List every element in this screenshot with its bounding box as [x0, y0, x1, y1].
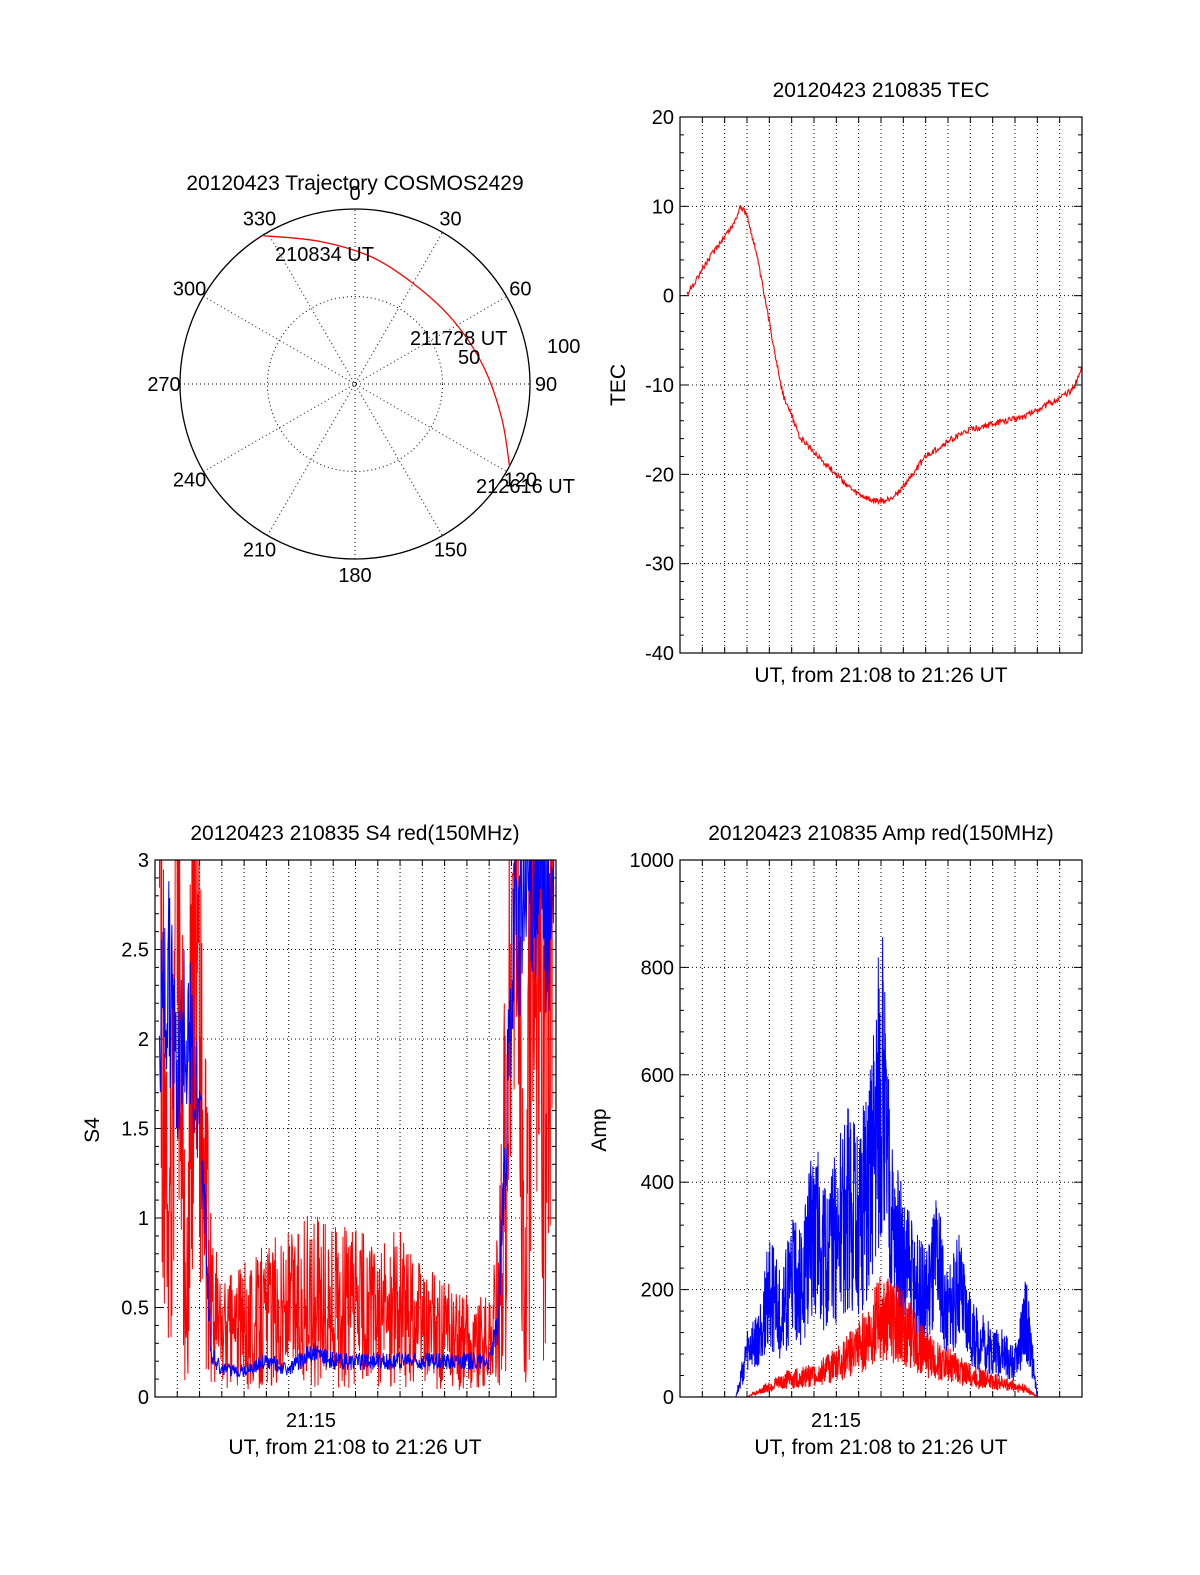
s4-title: 20120423 210835 S4 red(150MHz) [190, 822, 519, 845]
s4-ytick-label-4: 1 [138, 1208, 149, 1230]
s4-series-line-0 [158, 860, 555, 1391]
s4-ytick-label-3: 1.5 [121, 1119, 149, 1141]
polar-azimuth-label-60: 60 [509, 279, 531, 301]
amp-series-line-1 [680, 1277, 1082, 1397]
polar-azimuth-label-240: 240 [173, 470, 206, 492]
polar-radial-label-100: 100 [547, 336, 580, 358]
polar-azimuth-label-210: 210 [243, 539, 276, 561]
s4-series-line-1 [158, 860, 555, 1378]
polar-azimuth-label-180: 180 [338, 565, 371, 587]
polar-radial-label-50: 50 [458, 347, 480, 369]
tec-ytick-label-6: -40 [645, 643, 674, 665]
s4-ytick-label-1: 2.5 [121, 940, 149, 962]
polar-azimuth-label-270: 270 [147, 374, 180, 396]
polar-trajectory-line-0 [262, 234, 511, 467]
s4-ylabel: S4 [81, 1117, 104, 1143]
tec-title: 20120423 210835 TEC [773, 79, 990, 102]
tec-ytick-label-5: -30 [645, 554, 674, 576]
amp-plot: 1000 800 600 400 200 0 [630, 850, 1083, 1409]
tec-ytick-label-4: -20 [645, 464, 674, 486]
polar-series [262, 234, 511, 467]
amp-xlabel: UT, from 21:08 to 21:26 UT [754, 1436, 1007, 1459]
s4-panel: 20120423 210835 S4 red(150MHz) UT, from … [81, 822, 520, 1459]
amp-xtick-label: 21:15 [811, 1410, 861, 1432]
tec-series-line-0 [686, 204, 1082, 506]
polar-title: 20120423 Trajectory COSMOS2429 [186, 172, 523, 195]
tec-axes-frame [679, 116, 1083, 654]
s4-plot: 3 2.5 2 1.5 1 0.5 0 [121, 850, 557, 1409]
tec-ytick-label-2: 0 [663, 286, 674, 308]
polar-annotation-start: 210834 UT [275, 244, 374, 266]
polar-azimuth-label-300: 300 [173, 279, 206, 301]
amp-ytick-label-0: 1000 [630, 850, 675, 872]
s4-ytick-label-0: 3 [138, 850, 149, 872]
polar-azimuth-label-0: 0 [349, 183, 360, 205]
polar-azimuth-label-30: 30 [439, 209, 461, 231]
amp-series-line-0 [680, 937, 1082, 1397]
amp-ytick-label-3: 400 [641, 1172, 674, 1194]
polar-annotation-end: 212616 UT [476, 476, 575, 498]
amp-ytick-label-1: 800 [641, 957, 674, 979]
s4-xlabel: UT, from 21:08 to 21:26 UT [228, 1436, 481, 1459]
polar-azimuth-label-330: 330 [243, 209, 276, 231]
amp-ytick-label-2: 600 [641, 1065, 674, 1087]
tec-ytick-label-3: -10 [645, 375, 674, 397]
amp-ytick-label-5: 0 [663, 1387, 674, 1409]
polar-annotation-mid: 211728 UT [410, 328, 507, 350]
tec-ytick-label-0: 20 [652, 107, 674, 129]
amp-panel: 20120423 210835 Amp red(150MHz) UT, from… [588, 822, 1054, 1459]
tec-xlabel: UT, from 21:08 to 21:26 UT [754, 664, 1007, 687]
polar-azimuth-label-90: 90 [535, 374, 557, 396]
amp-axes-frame [679, 859, 1083, 1398]
s4-ytick-label-6: 0 [138, 1387, 149, 1409]
s4-ytick-label-5: 0.5 [121, 1298, 149, 1320]
polar-azimuth-label-120: 120 [504, 470, 537, 492]
amp-title: 20120423 210835 Amp red(150MHz) [708, 822, 1054, 845]
s4-ytick-label-2: 2 [138, 1029, 149, 1051]
s4-xtick-label: 21:15 [286, 1410, 336, 1432]
polar-grid [179, 208, 531, 560]
polar-outer-circle [179, 208, 531, 560]
polar-azimuth-label-150: 150 [434, 539, 467, 561]
polar-grid-circle-50 [267, 296, 443, 472]
polar-trajectory-panel: 20120423 Trajectory COSMOS2429 0 30 60 90 12… [147, 172, 580, 587]
tec-ylabel: TEC [607, 364, 630, 406]
tec-ytick-label-1: 10 [652, 196, 674, 218]
s4-axes-frame [154, 859, 557, 1398]
tec-panel: 20120423 210835 TEC UT, from 21:08 to 21… [607, 79, 1008, 687]
polar-azimuth-labels: 0 30 60 90 120 150 180 210 240 270 300 330 [147, 183, 557, 587]
amp-ytick-label-4: 200 [641, 1280, 674, 1302]
tec-plot: 20 10 0 -10 -20 -30 -40 [645, 107, 1083, 665]
amp-ylabel: Amp [588, 1108, 611, 1151]
